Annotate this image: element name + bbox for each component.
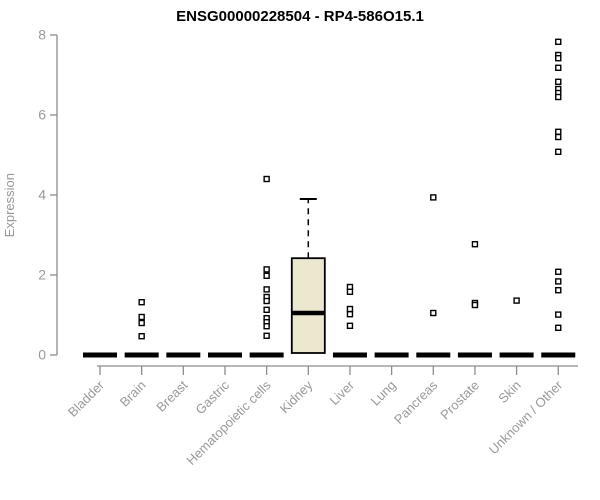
x-tick-label-breast: Breast bbox=[153, 377, 190, 414]
outlier-point bbox=[263, 297, 270, 305]
outlier-point bbox=[346, 322, 354, 329]
chart-title: ENSG00000228504 - RP4-586O15.1 bbox=[176, 8, 424, 25]
outlier-point bbox=[471, 240, 479, 248]
collapsed-box-bar bbox=[166, 352, 201, 358]
outlier-point bbox=[263, 175, 270, 183]
collapsed-box-bar bbox=[457, 352, 492, 358]
boxplot-liver bbox=[332, 283, 367, 358]
outlier-point bbox=[263, 306, 270, 313]
outlier-point bbox=[263, 323, 270, 330]
collapsed-box-bar bbox=[374, 352, 409, 358]
x-tick-label-skin: Skin bbox=[495, 378, 523, 406]
boxplot-skin bbox=[499, 297, 534, 358]
collapsed-box-bar bbox=[541, 352, 576, 358]
outlier-point bbox=[138, 313, 145, 321]
outlier-point bbox=[138, 319, 145, 327]
outlier-point bbox=[263, 286, 270, 293]
boxplot-prostate bbox=[457, 240, 492, 358]
outlier-point bbox=[555, 55, 562, 62]
outlier-point bbox=[555, 133, 562, 141]
x-tick-label-kidney: Kidney bbox=[277, 377, 316, 416]
outlier-point bbox=[263, 272, 270, 279]
outlier-point bbox=[471, 301, 479, 309]
boxplot-brain bbox=[124, 299, 159, 358]
outlier-point bbox=[430, 194, 437, 201]
outlier-point bbox=[555, 78, 562, 86]
x-tick-label-unknown-other: Unknown / Other bbox=[486, 377, 566, 457]
outlier-point bbox=[555, 287, 562, 294]
collapsed-box-bar bbox=[207, 352, 242, 358]
outlier-point bbox=[138, 299, 145, 306]
outlier-point bbox=[263, 266, 270, 273]
boxplot-lung bbox=[374, 352, 409, 358]
outlier-point bbox=[555, 64, 562, 72]
collapsed-box-bar bbox=[124, 352, 159, 358]
outlier-point bbox=[555, 148, 562, 156]
collapsed-box-bar bbox=[416, 352, 451, 358]
outlier-point bbox=[513, 297, 520, 304]
x-tick-label-gastric: Gastric bbox=[192, 377, 232, 417]
collapsed-box-bar bbox=[83, 352, 117, 358]
y-tick-label: 0 bbox=[38, 347, 46, 363]
collapsed-box-bar bbox=[332, 352, 367, 358]
outlier-point bbox=[430, 309, 437, 317]
x-tick-label-lung: Lung bbox=[368, 378, 399, 409]
boxplot-pancreas bbox=[416, 194, 451, 358]
outlier-point bbox=[555, 278, 562, 285]
outlier-point bbox=[555, 324, 562, 331]
x-tick-label-bladder: Bladder bbox=[65, 377, 108, 420]
x-tick-label-liver: Liver bbox=[327, 377, 358, 408]
collapsed-box-bar bbox=[499, 352, 534, 358]
outlier-point bbox=[346, 288, 354, 295]
x-tick-label-brain: Brain bbox=[117, 378, 149, 410]
y-tick-label: 8 bbox=[38, 27, 46, 43]
outlier-point bbox=[346, 311, 354, 318]
boxplot-breast bbox=[166, 352, 201, 358]
boxplot-kidney bbox=[290, 198, 326, 354]
y-tick-label: 2 bbox=[38, 267, 46, 283]
outlier-point bbox=[555, 38, 562, 45]
boxplot-gastric bbox=[207, 352, 242, 358]
y-tick-label: 4 bbox=[38, 187, 46, 203]
box bbox=[290, 257, 326, 354]
x-tick-label-pancreas: Pancreas bbox=[391, 377, 441, 427]
outlier-point bbox=[555, 93, 562, 101]
boxplot-unknown-other bbox=[541, 38, 576, 358]
boxplot-bladder bbox=[83, 352, 117, 358]
outlier-point bbox=[263, 332, 270, 339]
outlier-point bbox=[346, 305, 354, 313]
boxplot-hematopoietic-cells bbox=[249, 175, 284, 358]
outlier-point bbox=[555, 268, 562, 275]
outlier-point bbox=[138, 333, 145, 340]
outlier-point bbox=[555, 311, 562, 318]
x-tick-label-prostate: Prostate bbox=[437, 378, 482, 423]
collapsed-box-bar bbox=[249, 352, 284, 358]
outlier-point bbox=[555, 128, 562, 136]
y-tick-label: 6 bbox=[38, 107, 46, 123]
